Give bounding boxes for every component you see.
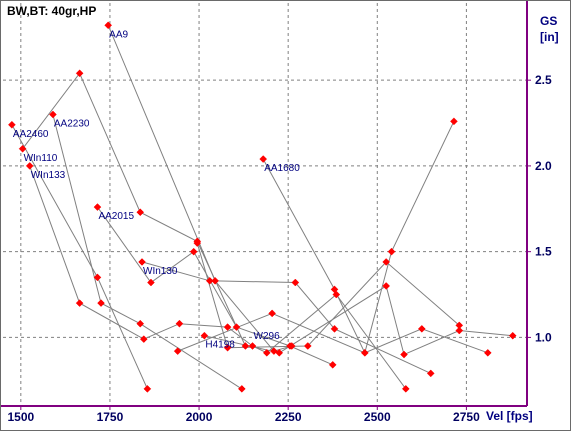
data-point-4-2	[139, 335, 148, 343]
series-label-9: H4198	[205, 340, 235, 351]
series-label-0: AA9	[109, 29, 128, 40]
data-point-9-1	[275, 348, 284, 357]
series-label-7: AA1680	[264, 163, 300, 174]
data-point-8-4	[483, 348, 492, 357]
series-label-2: AA2230	[54, 118, 90, 129]
data-point-2-1	[97, 299, 105, 307]
data-point-2-0	[49, 110, 57, 119]
series-line-5	[97, 206, 333, 366]
data-point-7-3	[387, 247, 396, 256]
data-point-10-1	[223, 343, 232, 352]
series-line-10	[196, 242, 460, 349]
x-tick-label-2: 2000	[186, 410, 213, 424]
y-axis-label-line2: [in]	[540, 30, 559, 44]
x-tick-label-0: 1500	[7, 410, 34, 424]
data-point-0-0	[104, 21, 113, 30]
data-point-1-2	[143, 384, 152, 393]
series-label-5: AA2015	[98, 211, 134, 222]
data-point-9-0	[200, 331, 209, 340]
data-point-5-1	[147, 278, 155, 287]
x-tick-label-5: 2750	[453, 410, 480, 424]
series-markers	[8, 21, 517, 393]
grid-lines	[3, 3, 527, 406]
series-labels: AA9 AA2460 AA2230 WIn110 WIn133 AA2015 WIn130 A…	[13, 29, 300, 350]
data-point-4-3	[175, 319, 184, 328]
data-point-6-0	[138, 258, 146, 266]
data-point-5-5	[328, 360, 337, 369]
data-point-4-0	[25, 162, 34, 170]
data-point-8-0	[173, 347, 182, 355]
data-point-10-4	[455, 321, 464, 330]
data-point-9-3	[400, 350, 408, 359]
data-point-7-0	[259, 155, 268, 163]
data-point-9-5	[508, 331, 517, 340]
y-axis-label-line1: GS	[540, 14, 557, 28]
data-point-4-6	[262, 348, 271, 357]
data-point-1-0	[8, 120, 16, 129]
y-tick-label-3: 2.5	[535, 73, 552, 87]
series-label-6: WIn130	[143, 266, 178, 277]
y-tick-label-2: 2.0	[535, 159, 552, 173]
x-tick-label-4: 2500	[364, 410, 391, 424]
y-tick-label-0: 1.0	[535, 330, 552, 344]
data-point-7-1	[330, 285, 339, 294]
series-line-4	[29, 165, 407, 390]
y-tick-label-1: 1.5	[535, 245, 552, 259]
data-point-4-4	[223, 323, 232, 331]
data-point-3-2	[136, 208, 145, 217]
series-line-1	[11, 124, 148, 390]
series-label-3: WIn110	[24, 153, 58, 164]
data-point-2-3	[237, 384, 246, 393]
data-point-3-1	[75, 69, 84, 78]
data-point-8-1	[268, 309, 276, 318]
data-point-4-1	[75, 299, 84, 307]
series-line-0	[107, 25, 292, 352]
data-point-5-4	[286, 342, 294, 350]
axes	[1, 1, 528, 407]
series-line-2	[52, 114, 243, 390]
data-point-6-1	[205, 276, 214, 285]
data-point-7-4	[450, 117, 458, 126]
data-point-5-0	[93, 203, 102, 211]
tick-labels: 1500 1750 2000 2250 2500 2750 1.0 1.5 2.0 2.5	[7, 73, 552, 424]
data-point-8-2	[360, 348, 369, 357]
data-point-10-0	[193, 239, 202, 247]
x-axis-label: Vel [fps]	[486, 409, 533, 423]
chart-title: BW,BT: 40gr,HP	[7, 4, 96, 18]
data-point-5-3	[232, 323, 241, 331]
series-label-4: WIn133	[31, 170, 66, 181]
series-label-1: AA2460	[13, 129, 49, 140]
data-point-5-2	[189, 247, 198, 256]
data-point-8-3	[417, 324, 426, 333]
data-point-4-8	[401, 384, 410, 393]
data-point-6-2	[291, 278, 300, 287]
data-point-9-4	[455, 326, 464, 335]
data-point-3-0	[18, 144, 27, 153]
data-point-4-5	[248, 342, 257, 350]
data-point-10-2	[303, 342, 312, 350]
series-label-8: W296	[254, 331, 281, 342]
series-line-6	[141, 261, 432, 374]
x-tick-label-1: 1750	[97, 410, 124, 424]
data-point-0-1	[211, 276, 219, 285]
data-point-2-2	[136, 319, 145, 328]
series-line-7	[262, 121, 455, 355]
data-point-6-3	[330, 324, 339, 333]
x-tick-label-3: 2250	[275, 410, 302, 424]
data-point-10-3	[382, 258, 391, 266]
data-point-1-1	[93, 273, 102, 282]
data-point-3-4	[241, 342, 250, 350]
data-point-6-4	[426, 369, 435, 378]
data-point-9-2	[382, 282, 391, 290]
